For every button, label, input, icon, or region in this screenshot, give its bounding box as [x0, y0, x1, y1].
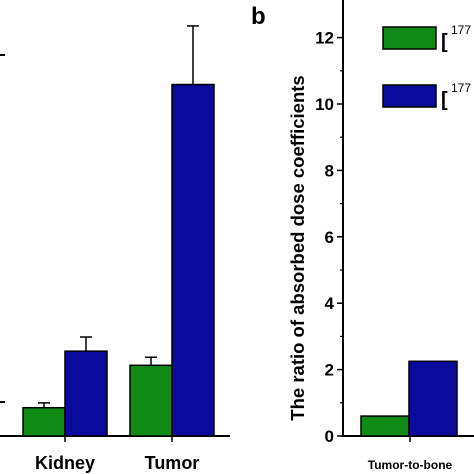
panel-b-category-label: Tumor-to-bone [368, 458, 453, 472]
panel-b-letter: b [251, 3, 266, 30]
panel-a-bar-kidney-0 [22, 406, 66, 437]
panel-a-category-label-kidney: Kidney [35, 453, 95, 473]
legend-swatch-green [382, 26, 437, 50]
panel-a-chart: Kidney Tumor [0, 25, 230, 473]
legend: [ 177 [ 177 [382, 23, 471, 111]
panel-b-bar-0 [360, 415, 410, 437]
panel-b-y-tick-label-10: 10 [315, 95, 334, 114]
panel-b-y-axis-title: The ratio of absorbed dose coefficients [287, 75, 308, 420]
panel-a-bar-tumor-0 [129, 364, 173, 437]
panel-a-bar-tumor-1 [171, 83, 215, 437]
panel-b-y-tick-label-4: 4 [325, 294, 335, 313]
panel-b-y-tick-label-8: 8 [325, 161, 334, 180]
panel-b-y-tick-label-2: 2 [325, 361, 334, 380]
panel-b-y-tick-label-6: 6 [325, 228, 334, 247]
panel-b-y-tick-label-0: 0 [325, 427, 334, 446]
panel-b-bar-1 [408, 360, 458, 437]
panel-a-category-label-tumor: Tumor [145, 453, 200, 473]
legend-label-1-sup: 177 [451, 23, 471, 37]
panel-a-bar-kidney-1 [64, 350, 108, 437]
legend-label-2-sup: 177 [451, 81, 471, 95]
legend-swatch-blue [382, 84, 437, 108]
legend-label-2: [ [441, 89, 448, 111]
panel-b-y-tick-label-12: 12 [315, 29, 334, 48]
panel-b-chart: b The ratio of absorbed dose coefficient… [251, 0, 474, 472]
legend-label-1: [ [441, 31, 448, 53]
